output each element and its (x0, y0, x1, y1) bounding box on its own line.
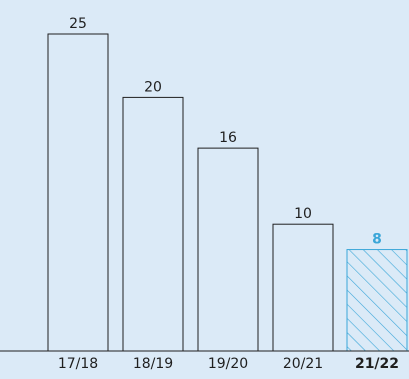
bar-18/19 (122, 96, 184, 352)
tick-label-20/21: 20/21 (283, 356, 323, 372)
bar-20/21 (272, 223, 334, 352)
data-label-18/19: 20 (144, 79, 162, 95)
data-label-19/20: 16 (219, 130, 237, 146)
tick-label-19/20: 19/20 (208, 356, 248, 372)
data-label-21/22: 8 (372, 232, 382, 248)
bar-19/20 (197, 147, 259, 352)
bar-21/22 (346, 249, 408, 352)
tick-label-18/19: 18/19 (133, 356, 173, 372)
tick-label-17/18: 17/18 (58, 356, 98, 372)
data-label-20/21: 10 (294, 206, 312, 222)
bar-17/18 (47, 33, 109, 352)
tick-label-21/22: 21/22 (355, 356, 399, 372)
data-label-17/18: 25 (69, 16, 87, 32)
